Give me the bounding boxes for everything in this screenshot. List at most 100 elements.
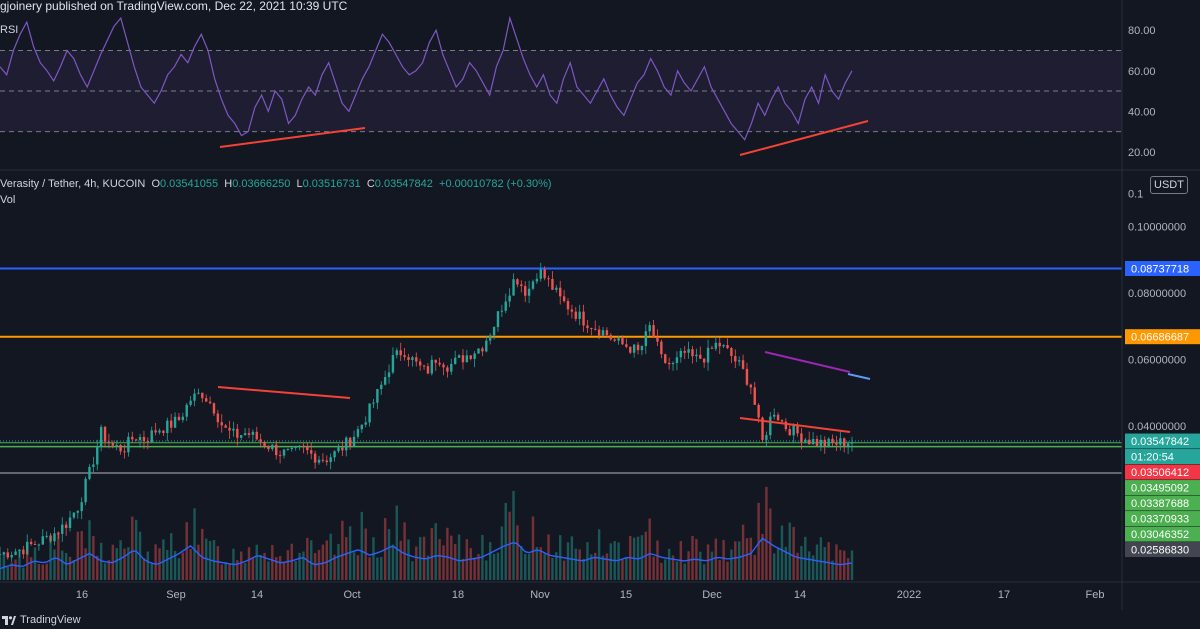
volume-bar	[61, 550, 64, 580]
volume-bar	[539, 547, 542, 580]
volume-bar	[142, 558, 146, 580]
volume-bar	[683, 563, 686, 580]
volume-bar	[749, 537, 753, 580]
volume-bar	[399, 540, 402, 580]
candle-body	[6, 552, 9, 558]
volume-bar	[177, 558, 181, 580]
candle-body	[714, 342, 718, 349]
candle-body	[329, 457, 332, 463]
volume-bar	[621, 559, 624, 580]
symbol-name[interactable]: Verasity / Tether, 4h, KUCOIN	[0, 178, 146, 190]
candle-body	[286, 448, 290, 450]
candle-body	[500, 310, 504, 312]
candle-body	[240, 435, 243, 438]
volume-bar	[45, 563, 48, 580]
candle-body	[753, 387, 756, 405]
candle-body	[173, 416, 177, 428]
volume-bar	[800, 546, 803, 580]
candle-body	[481, 348, 484, 352]
price-label-box-gray	[1125, 542, 1200, 558]
volume-bar	[255, 544, 258, 580]
volume-label: Vol	[0, 194, 16, 206]
volume-bar	[508, 511, 511, 580]
volume-bar	[687, 551, 690, 580]
volume-bar	[224, 562, 227, 580]
candle-body	[154, 430, 157, 433]
volume-bar	[197, 544, 200, 580]
candle-body	[804, 439, 807, 443]
candle-body	[656, 336, 659, 342]
volume-bar	[601, 555, 605, 580]
candle-body	[465, 355, 469, 363]
volume-bar	[446, 527, 449, 580]
candle-body	[99, 426, 103, 447]
volume-bar	[776, 547, 780, 580]
volume-bar	[702, 564, 706, 580]
volume-bar	[259, 554, 262, 580]
volume-bar	[664, 559, 667, 580]
candle-body	[306, 446, 309, 451]
volume-bar	[10, 562, 13, 580]
candle-body	[10, 554, 13, 558]
candle-body	[512, 279, 515, 296]
volume-ma-line	[0, 537, 853, 570]
volume-bar	[302, 551, 305, 580]
candle-body	[255, 431, 258, 440]
volume-bar	[512, 490, 515, 580]
candle-body	[644, 331, 648, 346]
divergence-trendline	[739, 417, 851, 433]
currency-button[interactable]: USDT	[1150, 176, 1188, 194]
rsi-pane	[0, 15, 1122, 141]
chart-canvas[interactable]: 80.00 60.00 40.00 20.00 0.10000000 0.08000000…	[0, 0, 1200, 610]
volume-bar	[811, 555, 815, 580]
candle-body	[450, 363, 453, 372]
tradingview-logo[interactable]: TradingView	[2, 614, 81, 626]
candle-body	[846, 443, 850, 447]
candle-body	[150, 430, 153, 443]
time-tick-label: 2022	[897, 589, 921, 601]
candle-body	[415, 357, 418, 362]
price-label-green: 0.03387688	[1131, 498, 1189, 510]
candle-body	[131, 436, 134, 440]
candle-body	[193, 393, 196, 401]
candle-body	[37, 544, 41, 546]
price-label-box-blue	[1125, 261, 1200, 276]
candle-body	[496, 311, 500, 328]
volume-bar	[609, 543, 612, 580]
candle-body	[539, 269, 542, 279]
volume-bar	[426, 555, 430, 580]
volume-bar	[173, 550, 177, 580]
candle-body	[352, 436, 356, 447]
volume-bar	[150, 563, 153, 580]
divergence-trendline	[739, 120, 869, 156]
volume-bar	[96, 555, 99, 580]
price-label-red: 0.03506412	[1131, 467, 1189, 479]
candle-body	[524, 286, 527, 296]
candle-body	[788, 429, 791, 436]
candle-body	[53, 533, 56, 542]
candle-body	[453, 357, 457, 364]
volume-bar	[387, 529, 391, 580]
price-label-box-green	[1125, 511, 1200, 527]
volume-bar	[737, 541, 741, 580]
volume-bar	[788, 522, 791, 580]
price-label-box-red	[1125, 464, 1200, 480]
volume-bar	[617, 542, 620, 580]
candle-body	[41, 536, 44, 545]
candle-body	[586, 325, 589, 329]
volume-bar	[395, 505, 399, 580]
candle-body	[461, 355, 465, 363]
volume-bar	[391, 544, 395, 580]
candle-body	[632, 344, 636, 353]
volume-bar	[453, 544, 457, 580]
volume-bar	[146, 551, 150, 580]
candle-body	[185, 404, 188, 417]
volume-bar	[333, 554, 336, 580]
candle-body	[710, 347, 714, 349]
volume-bar	[516, 525, 519, 580]
volume-bar	[201, 528, 204, 580]
volume-bar	[325, 540, 328, 580]
time-tick-label: Nov	[530, 589, 550, 601]
volume-bar	[582, 558, 585, 580]
candle-body	[403, 355, 406, 358]
